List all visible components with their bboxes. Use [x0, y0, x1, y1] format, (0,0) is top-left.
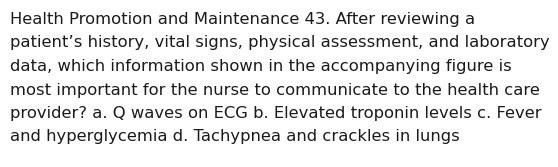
Text: data, which information shown in the accompanying figure is: data, which information shown in the acc… [10, 59, 512, 74]
Text: and hyperglycemia d. Tachypnea and crackles in lungs: and hyperglycemia d. Tachypnea and crack… [10, 129, 460, 144]
Text: patient’s history, vital signs, physical assessment, and laboratory: patient’s history, vital signs, physical… [10, 36, 550, 50]
Text: most important for the nurse to communicate to the health care: most important for the nurse to communic… [10, 82, 540, 98]
Text: provider? a. Q waves on ECG b. Elevated troponin levels c. Fever: provider? a. Q waves on ECG b. Elevated … [10, 106, 542, 121]
Text: Health Promotion and Maintenance 43. After reviewing a: Health Promotion and Maintenance 43. Aft… [10, 12, 475, 27]
